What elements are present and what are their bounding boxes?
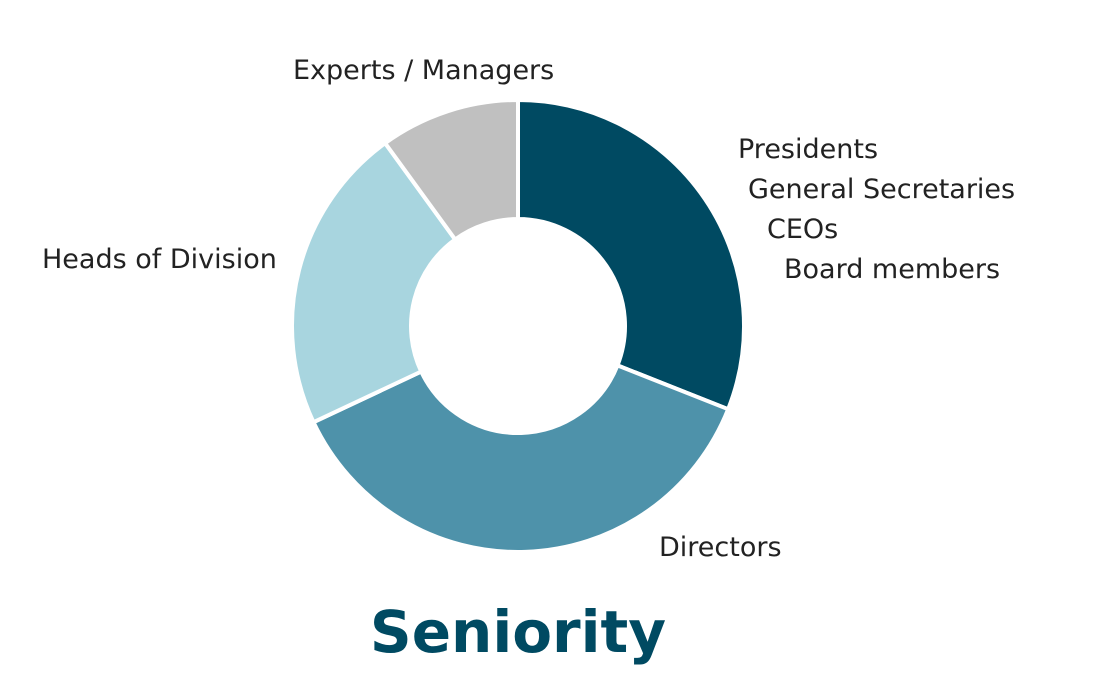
chart-title: Seniority [370,598,666,666]
slices-group [290,97,746,554]
slice-label-experts-managers: Experts / Managers [293,55,554,86]
slice-label-directors: Directors [659,532,782,563]
slice-label-presidents: Presidents [738,134,878,165]
slice-presidents [516,97,746,412]
slice-label-heads-of-division: Heads of Division [42,244,277,275]
slice-label-ceos: CEOs [767,214,838,245]
slice-directors [310,362,731,554]
slice-heads-of-division [290,140,458,425]
slice-label-general-secretaries: General Secretaries [748,174,1015,205]
slice-label-board-members: Board members [784,254,1000,285]
slice-experts-managers [382,97,520,243]
